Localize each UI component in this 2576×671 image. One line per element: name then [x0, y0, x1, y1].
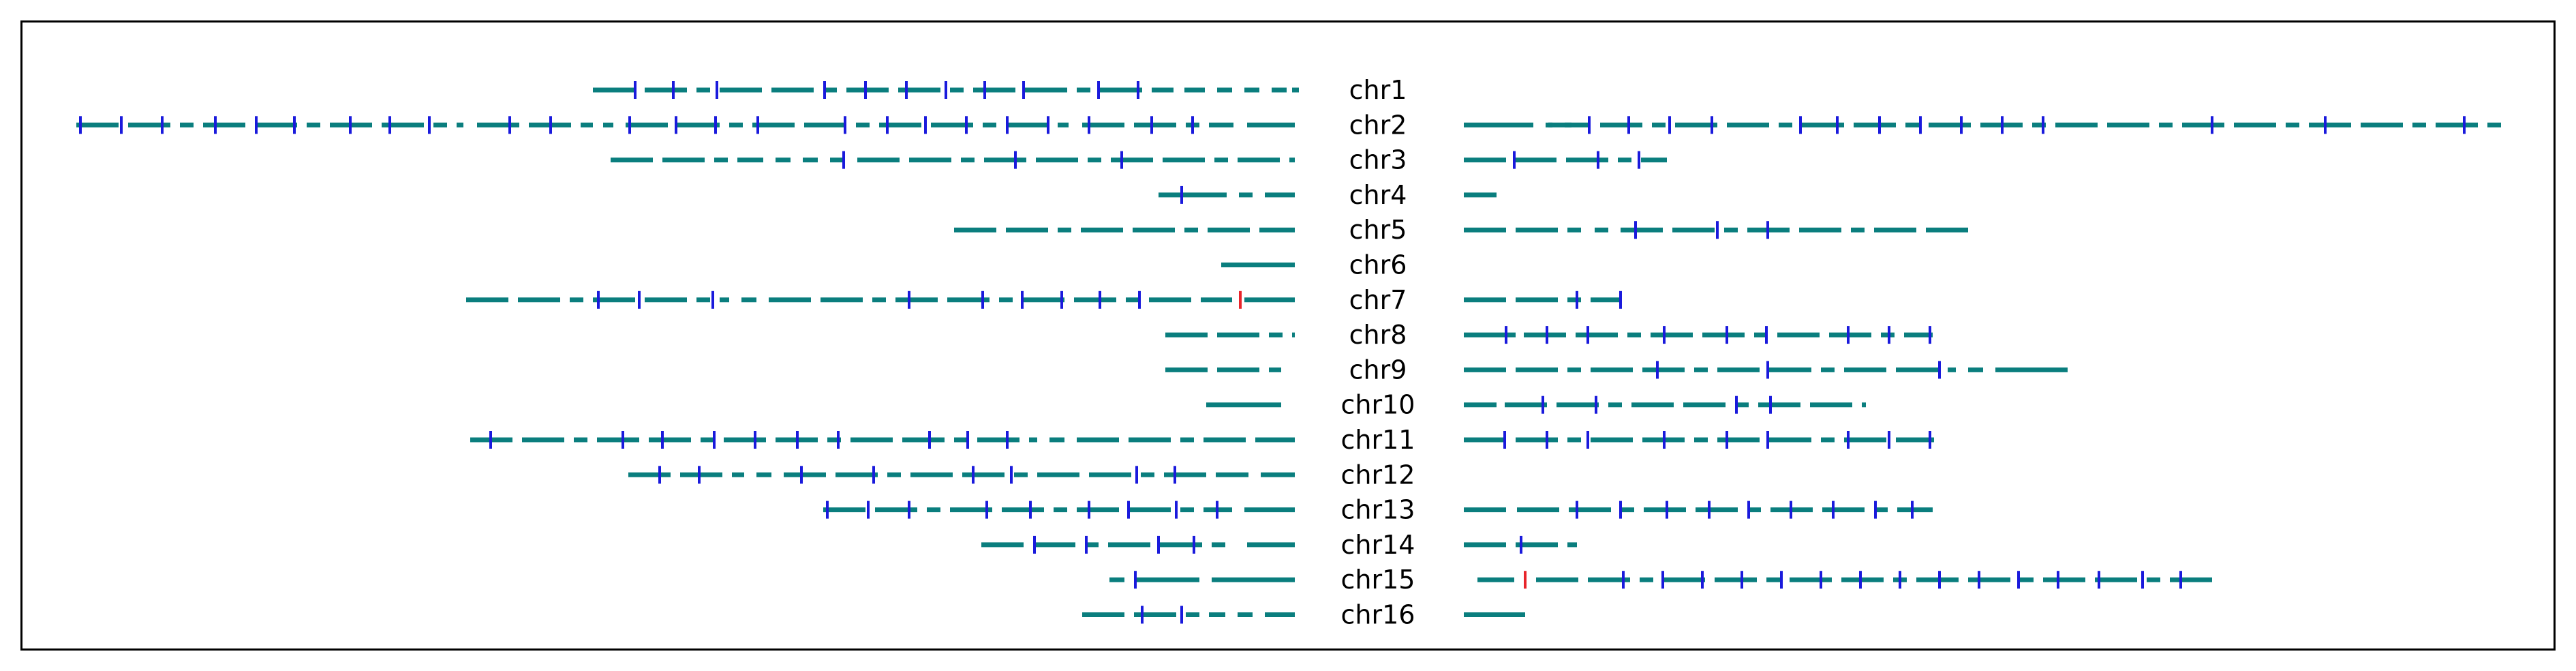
diagram-frame [20, 20, 2556, 651]
chromosome-label-chr6: chr6 [1349, 250, 1407, 280]
chromosome-label-chr11: chr11 [1341, 425, 1415, 455]
chromosome-label-chr5: chr5 [1349, 215, 1407, 245]
chromosome-label-chr15: chr15 [1341, 565, 1415, 595]
chromosome-label-chr10: chr10 [1341, 390, 1415, 420]
chromosome-label-chr9: chr9 [1349, 355, 1407, 385]
chromosome-label-chr7: chr7 [1349, 285, 1407, 315]
chromosome-label-chr13: chr13 [1341, 495, 1415, 525]
chromosome-label-chr3: chr3 [1349, 145, 1407, 175]
chromosome-label-chr8: chr8 [1349, 320, 1407, 350]
chromosome-label-chr14: chr14 [1341, 530, 1415, 560]
chromosome-label-chr16: chr16 [1341, 600, 1415, 630]
chromosome-label-chr1: chr1 [1349, 75, 1407, 105]
chromosome-label-chr12: chr12 [1341, 460, 1415, 490]
chromosome-label-chr2: chr2 [1349, 110, 1407, 140]
chromosome-label-chr4: chr4 [1349, 180, 1407, 210]
